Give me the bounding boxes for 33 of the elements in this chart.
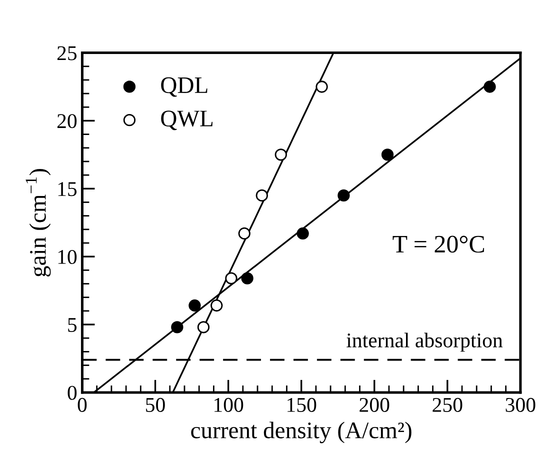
x-tick-label: 0	[78, 398, 87, 412]
ref-line-label: internal absorption	[346, 332, 503, 352]
point	[241, 272, 254, 284]
point	[274, 148, 287, 161]
point	[381, 148, 394, 161]
y-tick-label: 5	[68, 318, 77, 332]
point	[210, 299, 223, 312]
y-tick-label: 20	[57, 114, 77, 128]
point	[296, 227, 309, 240]
point	[188, 299, 201, 312]
point	[256, 189, 268, 202]
point	[171, 321, 184, 334]
x-tick-label: 50	[146, 398, 165, 412]
x-tick-label: 100	[214, 398, 244, 412]
legend-label: QWL	[161, 110, 212, 130]
x-tick-label: 200	[360, 398, 390, 412]
x-tick-label: 250	[432, 398, 462, 412]
x-tick-label: 300	[506, 398, 536, 412]
x-tick-label: 150	[288, 398, 316, 412]
y-tick-label: 25	[57, 46, 77, 60]
y-tick-label: 0	[68, 386, 77, 400]
x-axis-title: current density (A/cm²)	[191, 422, 412, 444]
y-tick-label: 15	[58, 182, 77, 196]
annotation: T = 20°C	[392, 236, 484, 253]
legend-label: QDL	[161, 77, 208, 97]
point	[238, 227, 250, 240]
point	[316, 80, 328, 93]
y-tick-label: 10	[58, 250, 77, 264]
point	[225, 272, 238, 284]
point	[484, 80, 496, 93]
point	[197, 321, 210, 334]
point	[338, 189, 350, 202]
y-axis-title: gain (cm$^{−1}$)	[26, 168, 51, 276]
